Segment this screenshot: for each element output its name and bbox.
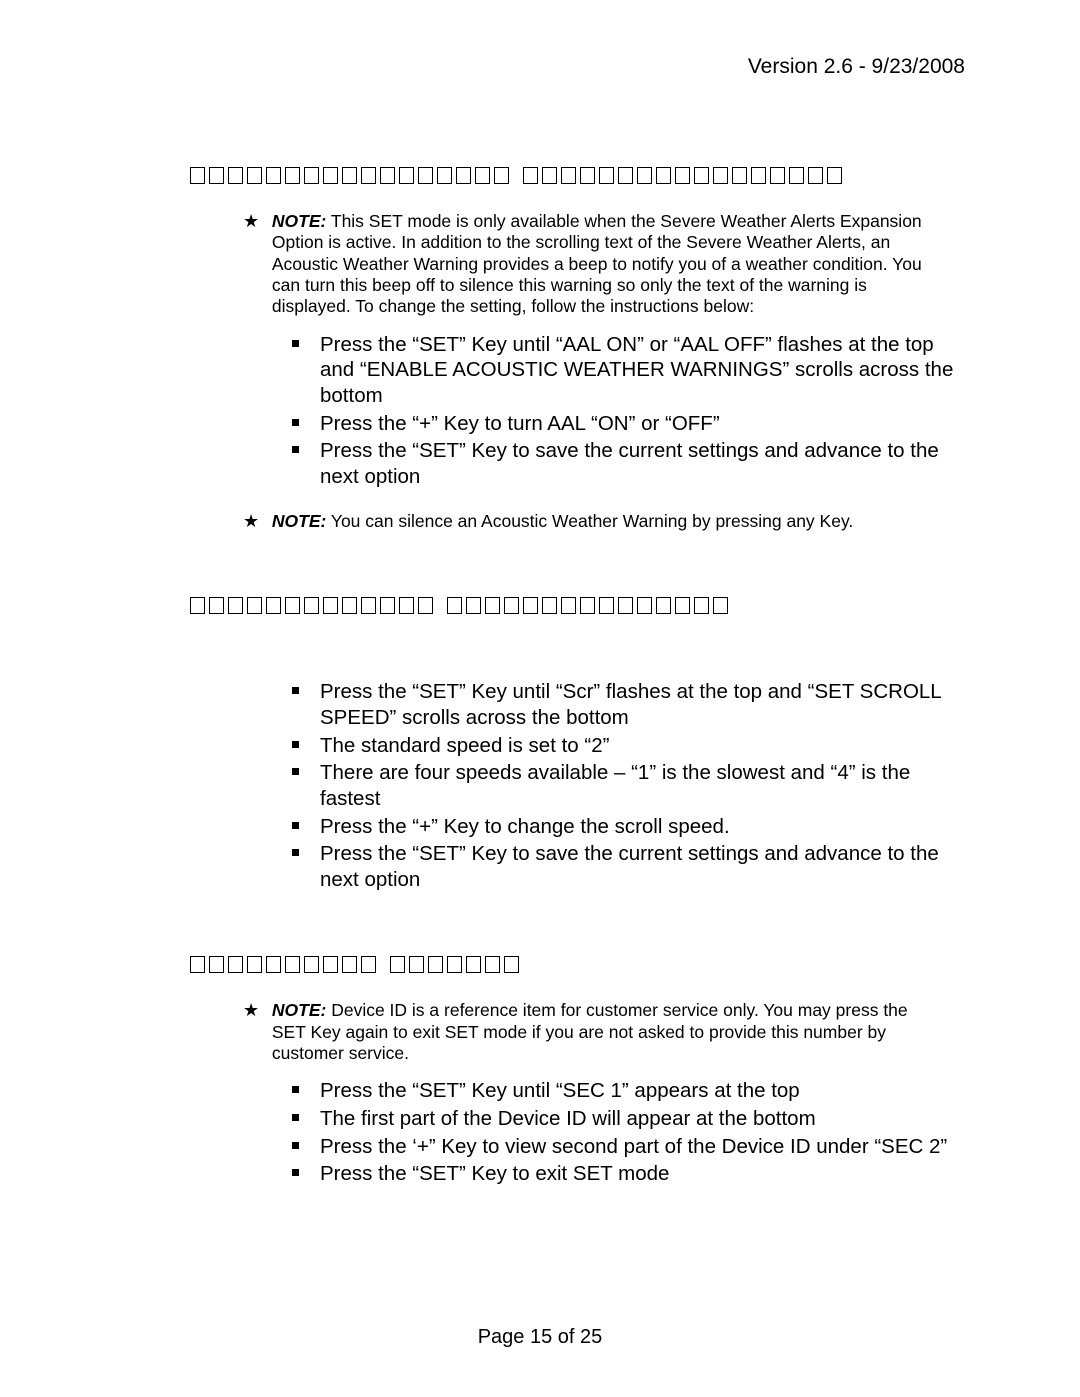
note-label: NOTE:: [272, 211, 326, 231]
note-text-1: This SET mode is only available when the…: [272, 211, 922, 316]
section-heading-placeholder-2: [190, 593, 970, 617]
list-item: The standard speed is set to “2”: [286, 733, 970, 759]
list-item: Press the “SET” Key until “AAL ON” or “A…: [286, 332, 970, 409]
list-item: Press the “+” Key to change the scroll s…: [286, 814, 970, 840]
star-icon: ★: [243, 1000, 267, 1022]
list-item: Press the ‘+” Key to view second part of…: [286, 1134, 970, 1160]
steps-list-1: Press the “SET” Key until “AAL ON” or “A…: [286, 332, 970, 490]
list-item: Press the “SET” Key to save the current …: [286, 841, 970, 892]
note-label: NOTE:: [272, 511, 326, 531]
list-item: Press the “+” Key to turn AAL “ON” or “O…: [286, 411, 970, 437]
note-text-3: Device ID is a reference item for custom…: [272, 1000, 908, 1063]
list-item: Press the “SET” Key to save the current …: [286, 438, 970, 489]
list-item: Press the “SET” Key until “SEC 1” appear…: [286, 1078, 970, 1104]
list-item: Press the “SET” Key until “Scr” flashes …: [286, 679, 970, 730]
star-icon: ★: [243, 511, 267, 533]
list-item: The first part of the Device ID will app…: [286, 1106, 970, 1132]
section-heading-placeholder-1: [190, 163, 970, 187]
steps-list-3: Press the “SET” Key until “SEC 1” appear…: [286, 1078, 970, 1187]
note-text-1b: You can silence an Acoustic Weather Warn…: [331, 511, 853, 531]
list-item: Press the “SET” Key to exit SET mode: [286, 1161, 970, 1187]
header-version: Version 2.6 - 9/23/2008: [748, 55, 965, 79]
page-footer: Page 15 of 25: [0, 1326, 1080, 1349]
star-icon: ★: [243, 211, 267, 233]
steps-list-2: Press the “SET” Key until “Scr” flashes …: [286, 679, 970, 892]
note-block-1: ★ NOTE: This SET mode is only available …: [245, 211, 970, 318]
note-block-1b: ★ NOTE: You can silence an Acoustic Weat…: [245, 511, 970, 533]
list-item: There are four speeds available – “1” is…: [286, 760, 970, 811]
note-label: NOTE:: [272, 1000, 326, 1020]
note-block-3: ★ NOTE: Device ID is a reference item fo…: [245, 1000, 970, 1064]
document-page: Version 2.6 - 9/23/2008 ★ NOTE: This SET…: [0, 0, 1080, 1397]
section-heading-placeholder-3: [190, 952, 970, 976]
